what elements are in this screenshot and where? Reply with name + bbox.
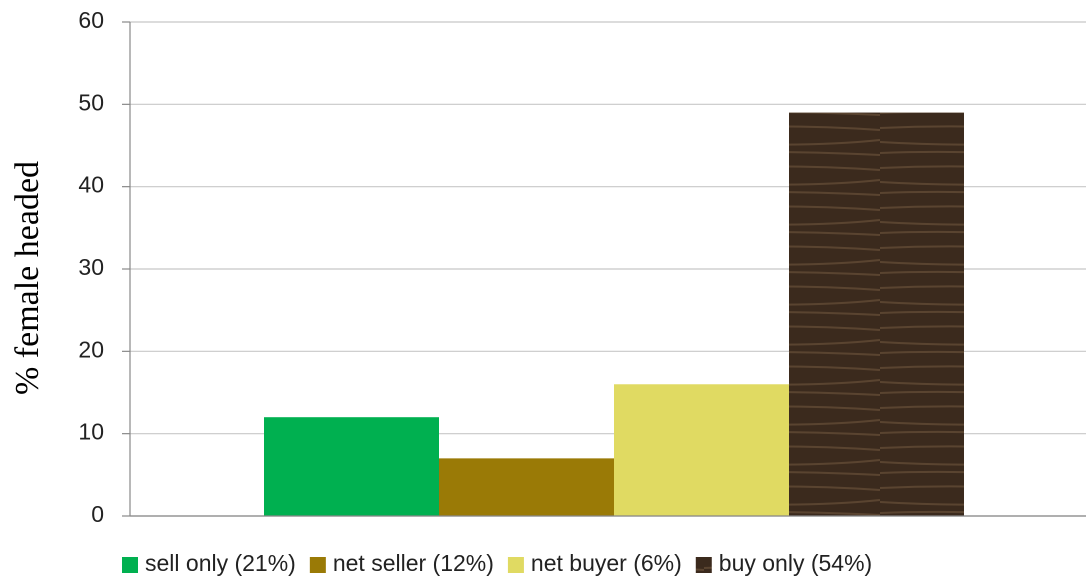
y-tick-label: 0 <box>91 501 104 527</box>
bar <box>439 458 614 516</box>
y-tick-label: 10 <box>78 419 104 445</box>
legend-label: net buyer (6%) <box>531 550 682 576</box>
y-tick-label: 20 <box>78 336 104 362</box>
y-axis-label: % female headed <box>9 161 46 395</box>
legend-label: sell only (21%) <box>145 550 296 576</box>
y-tick-label: 40 <box>78 172 104 198</box>
y-tick-label: 60 <box>78 7 104 33</box>
legend-swatch <box>122 557 138 573</box>
legend-label: net seller (12%) <box>333 550 494 576</box>
legend-swatch <box>695 557 712 573</box>
bar <box>789 112 964 517</box>
legend-swatch <box>507 557 524 573</box>
bar <box>264 417 439 516</box>
legend-label: buy only (54%) <box>719 550 872 576</box>
legend-swatch <box>309 557 326 573</box>
y-tick-label: 50 <box>78 89 104 115</box>
y-tick-label: 30 <box>78 254 104 280</box>
bar <box>614 384 789 516</box>
